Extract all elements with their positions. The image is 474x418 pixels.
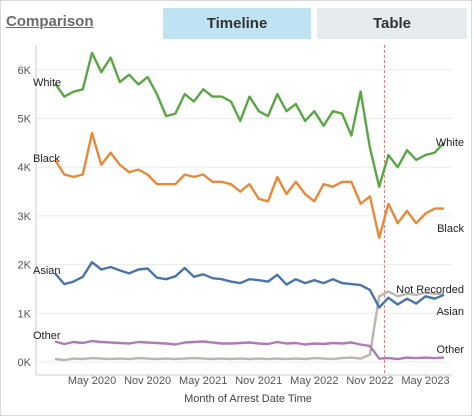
series-line-other[interactable]: [54, 339, 445, 361]
x-tick-label: Nov 2020: [124, 375, 171, 387]
series-line-white[interactable]: [54, 51, 445, 188]
tab-table[interactable]: Table: [317, 8, 467, 39]
y-tick-label: 5K: [18, 114, 32, 126]
x-tick-label: Nov 2021: [235, 375, 282, 387]
series-label-end-black: Black: [437, 223, 464, 235]
y-tick-label: 6K: [18, 65, 32, 77]
series-label-start-other: Other: [33, 330, 61, 342]
y-tick-label: 1K: [18, 308, 32, 320]
series-line-black[interactable]: [53, 131, 444, 239]
series-lines: [53, 51, 445, 362]
y-tick-label: 4K: [18, 162, 32, 174]
series-line-asian[interactable]: [54, 261, 445, 309]
series-label-start-asian: Asian: [33, 265, 61, 277]
tab-timeline[interactable]: Timeline: [163, 8, 311, 39]
y-tick-label: 3K: [18, 211, 32, 223]
series-label-start-white: White: [33, 77, 61, 89]
x-tick-label: May 2022: [290, 375, 338, 387]
x-tick-label: Nov 2022: [346, 375, 393, 387]
axes: 0K 1K 2K 3K 4K 5K 6K May 2020 Nov 2020 May 2021 No…: [18, 45, 452, 387]
comparison-title[interactable]: Comparison: [6, 13, 94, 30]
gridlines: [36, 69, 452, 363]
series-line-not-recorded[interactable]: [54, 290, 444, 362]
y-tick-label: 2K: [18, 260, 32, 272]
series-label-start-black: Black: [33, 153, 60, 165]
series-label-end-not-recorded: Not Recorded: [396, 284, 464, 296]
series-label-end-asian: Asian: [436, 306, 464, 318]
y-tick-label: 0K: [18, 357, 32, 369]
x-axis-label: Month of Arrest Date Time: [184, 393, 312, 405]
x-tick-label: May 2021: [179, 375, 227, 387]
series-label-end-white: White: [436, 137, 464, 149]
series-label-end-other: Other: [436, 344, 464, 356]
x-tick-label: May 2020: [68, 375, 116, 387]
x-tick-label: May 2023: [401, 375, 449, 387]
series-labels: White White Black Black Asian Asian Other Other…: [33, 77, 464, 356]
